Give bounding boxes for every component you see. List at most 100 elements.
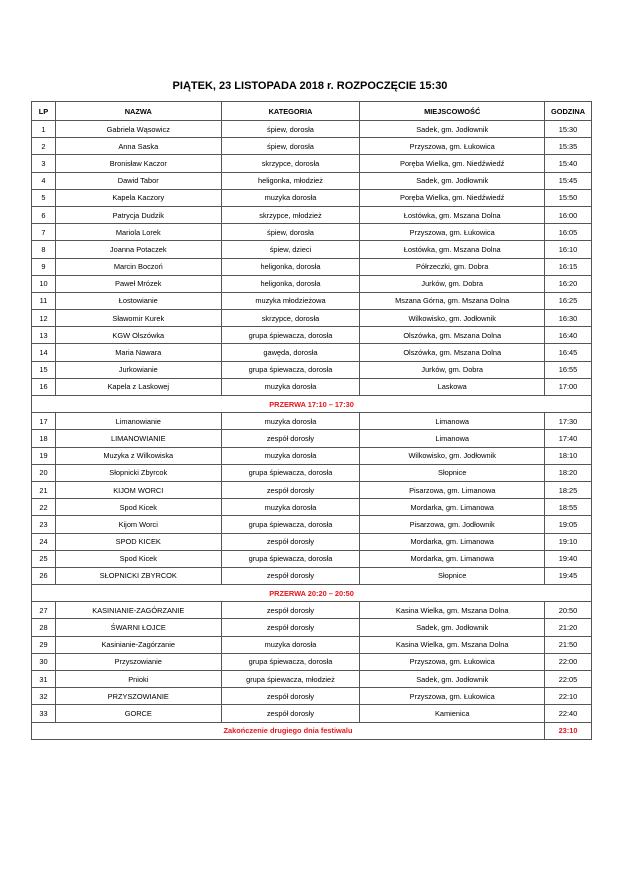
name-cell: Kijom Worci <box>54 515 222 534</box>
name-cell: Łostowianie <box>54 291 222 311</box>
lp-cell: 13 <box>31 326 56 345</box>
lp-cell: 6 <box>31 205 56 225</box>
category-cell: grupa śpiewacza, młodzież <box>220 669 361 689</box>
time-cell: 15:40 <box>544 154 592 173</box>
break-label: PRZERWA 17:10 – 17:30 <box>31 394 592 414</box>
lp-cell: 20 <box>31 463 56 482</box>
name-cell: Spod Kicek <box>54 549 222 568</box>
category-cell: grupa śpiewacza, dorosła <box>220 652 361 672</box>
name-cell: Bronisław Kaczor <box>54 154 222 173</box>
location-cell: Mordarka, gm. Limanowa <box>359 532 546 551</box>
name-cell: Przyszowianie <box>54 652 222 672</box>
category-cell: heligonka, dorosła <box>220 274 361 293</box>
location-cell: Wilkowisko, gm. Jodłownik <box>359 446 546 465</box>
end-label: Zakończenie drugiego dnia festiwalu <box>30 721 546 740</box>
name-cell: Kasinianie-Zagórzanie <box>54 635 222 654</box>
lp-cell: 11 <box>31 291 56 311</box>
location-cell: Przyszowa, gm. Łukowica <box>359 223 546 242</box>
lp-cell: 19 <box>31 446 56 465</box>
time-cell: 17:40 <box>544 429 592 448</box>
category-cell: śpiew, dorosła <box>220 223 361 242</box>
category-cell: skrzypce, dorosła <box>220 154 361 173</box>
lp-cell: 5 <box>31 188 56 207</box>
time-cell: 19:10 <box>544 532 592 551</box>
category-cell: muzyka młodzieżowa <box>220 291 361 311</box>
location-cell: Słopnice <box>359 566 546 586</box>
category-cell: muzyka dorosła <box>220 446 361 465</box>
table-row: 14 Maria Nawara gawęda, dorosła Olszówka, g… <box>31 343 592 362</box>
table-row: 3 Bronisław Kaczor skrzypce, dorosła Poręba… <box>31 154 592 173</box>
lp-cell: 25 <box>31 549 56 568</box>
time-cell: 22:10 <box>544 687 592 706</box>
time-cell: 16:00 <box>544 205 592 225</box>
category-cell: zespół dorosły <box>220 532 361 551</box>
location-cell: Przyszowa, gm. Łukowica <box>359 652 546 672</box>
name-cell: KASINIANIE-ZAGÓRZANIE <box>54 601 222 620</box>
time-cell: 16:15 <box>544 257 592 276</box>
name-cell: Kapela z Laskowej <box>54 377 222 397</box>
time-cell: 15:30 <box>544 119 592 139</box>
lp-cell: 9 <box>31 257 56 276</box>
table-row: 20 Słopnicki Zbyrcok grupa śpiewacza, doro… <box>31 463 592 482</box>
name-cell: Patrycja Dudzik <box>54 205 222 225</box>
location-cell: Półrzeczki, gm. Dobra <box>359 257 546 276</box>
table-row: 22 Spod Kicek muzyka dorosła Mordarka, gm. … <box>31 498 592 517</box>
name-cell: Jurkowianie <box>54 360 222 379</box>
location-cell: Jurków, gm. Dobra <box>359 274 546 293</box>
lp-cell: 4 <box>31 171 56 190</box>
lp-cell: 3 <box>31 154 56 173</box>
location-cell: Mszana Górna, gm. Mszana Dolna <box>359 291 546 311</box>
location-cell: Limanowa <box>359 429 546 448</box>
location-cell: Mordarka, gm. Limanowa <box>359 549 546 568</box>
lp-cell: 24 <box>31 532 56 551</box>
category-cell: zespół dorosły <box>220 601 361 620</box>
table-row: 28 ŚWARNI ŁOJCE zespół dorosły Sadek, gm. J… <box>31 618 592 637</box>
category-cell: zespół dorosły <box>220 566 361 586</box>
time-cell: 16:05 <box>544 223 592 242</box>
category-cell: grupa śpiewacza, dorosła <box>220 360 361 379</box>
category-cell: zespół dorosły <box>220 480 361 500</box>
time-cell: 16:10 <box>544 240 592 259</box>
name-cell: Spod Kicek <box>54 498 222 517</box>
table-row: 9 Marcin Boczoń heligonka, dorosła Półrzecz… <box>31 257 592 276</box>
time-cell: 20:50 <box>544 601 592 620</box>
name-cell: Maria Nawara <box>54 343 222 362</box>
time-cell: 18:10 <box>544 446 592 465</box>
category-cell: zespół dorosły <box>220 618 361 637</box>
lp-cell: 33 <box>31 704 56 723</box>
schedule-table: LP NAZWA KATEGORIA MIEJSCOWOŚĆ GODZINA 1… <box>30 101 592 740</box>
category-cell: skrzypce, młodzież <box>220 205 361 225</box>
time-cell: 17:30 <box>544 412 592 431</box>
time-cell: 15:35 <box>544 137 592 156</box>
header-lp: LP <box>31 101 56 121</box>
break-label: PRZERWA 20:20 – 20:50 <box>31 584 592 603</box>
time-cell: 19:45 <box>544 566 592 586</box>
table-row: 12 Sławomir Kurek skrzypce, dorosła Wilkowi… <box>31 309 592 328</box>
location-cell: Wilkowisko, gm. Jodłownik <box>359 309 546 328</box>
time-cell: 16:45 <box>544 343 592 362</box>
location-cell: Poręba Wielka, gm. Niedźwiedź <box>359 188 546 207</box>
category-cell: grupa śpiewacza, dorosła <box>220 515 361 534</box>
table-row: 16 Kapela z Laskowej muzyka dorosła Laskowa… <box>31 377 592 397</box>
lp-cell: 28 <box>31 618 56 637</box>
break-row: PRZERWA 20:20 – 20:50 <box>31 584 592 603</box>
table-row: 27 KASINIANIE-ZAGÓRZANIE zespół dorosły Kas… <box>31 601 592 620</box>
name-cell: SŁOPNICKI ZBYRCOK <box>54 566 222 586</box>
table-row: 32 PRZYSZOWIANIE zespół dorosły Przyszowa, … <box>31 687 592 706</box>
name-cell: Anna Saska <box>54 137 222 156</box>
location-cell: Sadek, gm. Jodłownik <box>359 171 546 190</box>
page-title: PIĄTEK, 23 LISTOPADA 2018 r. ROZPOCZĘCIE… <box>172 80 448 92</box>
category-cell: skrzypce, dorosła <box>220 309 361 328</box>
location-cell: Limanowa <box>359 412 546 431</box>
lp-cell: 2 <box>31 137 56 156</box>
location-cell: Przyszowa, gm. Łukowica <box>359 687 546 706</box>
lp-cell: 8 <box>31 240 56 259</box>
lp-cell: 12 <box>31 309 56 328</box>
time-cell: 21:50 <box>544 635 592 654</box>
lp-cell: 29 <box>31 635 56 654</box>
table-row: 25 Spod Kicek grupa śpiewacza, dorosła Mord… <box>31 549 592 568</box>
table-row: 18 LIMANOWIANIE zespół dorosły Limanowa 17:4… <box>31 429 592 448</box>
table-row: 23 Kijom Worci grupa śpiewacza, dorosła Pis… <box>31 515 592 534</box>
table-row: 21 KIJOM WORCI zespół dorosły Pisarzowa, gm… <box>31 480 592 500</box>
category-cell: zespół dorosły <box>220 704 361 723</box>
